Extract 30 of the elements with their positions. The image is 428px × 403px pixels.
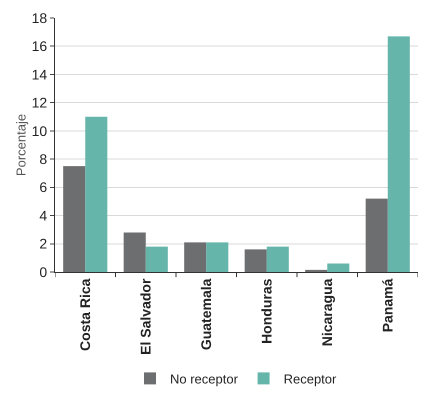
bar (206, 242, 228, 272)
bar (244, 249, 267, 272)
y-tick-label: 6 (39, 179, 48, 196)
bar (85, 116, 108, 272)
y-tick-label: 4 (39, 207, 48, 224)
bar (146, 246, 168, 272)
y-tick-label: 0 (39, 264, 48, 280)
bar (327, 264, 350, 272)
x-tick-label: Honduras (258, 278, 274, 344)
y-tick-label: 10 (32, 122, 48, 139)
y-tick-label: 8 (39, 151, 48, 168)
bar (388, 36, 410, 272)
x-tick-label: Guatemala (198, 278, 214, 350)
y-tick-label: 16 (32, 38, 48, 54)
legend-label: No receptor (170, 371, 239, 386)
y-axis-title: Porcentaje (14, 114, 29, 176)
x-tick-label: Costa Rica (76, 278, 93, 351)
bar (266, 246, 289, 272)
x-tick-label: Nicaragua (318, 278, 335, 346)
x-tick-label: El Salvador (137, 278, 154, 355)
legend-label: Receptor (284, 371, 338, 386)
bar (63, 166, 86, 272)
y-tick-label: 2 (39, 236, 48, 252)
y-tick-label: 14 (32, 66, 48, 82)
y-tick-label: 12 (32, 94, 48, 111)
x-tick-label: Panamá (379, 278, 396, 332)
y-tick-label: 18 (32, 10, 48, 26)
bar (124, 232, 146, 272)
bar (366, 198, 388, 272)
bar (184, 242, 206, 272)
